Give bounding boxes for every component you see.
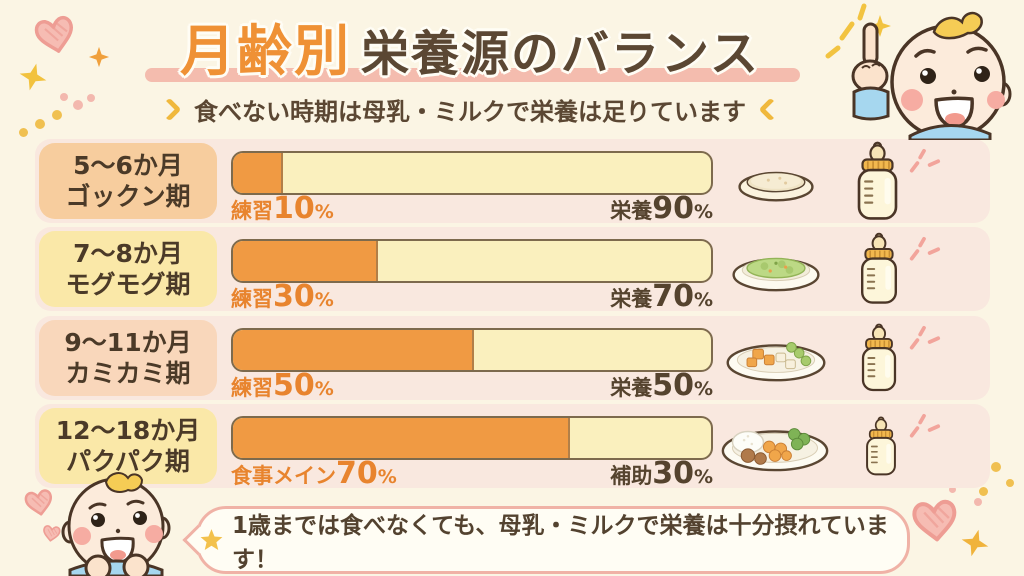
diced-veggie-plate-icon bbox=[726, 342, 826, 382]
title-accent: 月齢別 bbox=[179, 19, 351, 83]
milk-bottle-icon bbox=[861, 232, 897, 304]
header: 月齢別 栄養源のバランス 食べない時期は母乳・ミルクで栄養は足りています bbox=[60, 6, 880, 126]
chart-row: 12〜18か月 パクパク期 食事メイン 70% 補助 30% bbox=[35, 404, 990, 491]
bar-labels: 練習 30% 栄養 70% bbox=[231, 279, 713, 314]
stage-name: パクパク期 bbox=[66, 447, 190, 476]
milk-bottle-icon bbox=[857, 141, 898, 220]
sparkle-icon bbox=[909, 325, 941, 350]
bar-practice-segment bbox=[233, 330, 474, 370]
baby-pointing-illustration bbox=[825, 3, 1012, 140]
dot-icon bbox=[949, 486, 956, 493]
chart-row: 5〜6か月 ゴックン期 練習 10% 栄養 90% bbox=[35, 139, 990, 226]
title-underline bbox=[145, 68, 800, 82]
star-icon bbox=[200, 529, 223, 550]
nutrition-label: 補助 30% bbox=[610, 456, 713, 491]
stage-name: モグモグ期 bbox=[65, 270, 191, 299]
stacked-bar bbox=[231, 328, 713, 372]
age-stage-label: 9〜11か月 カミカミ期 bbox=[39, 320, 217, 396]
age-range: 9〜11か月 bbox=[64, 327, 192, 357]
subtitle: 食べない時期は母乳・ミルクで栄養は足りています bbox=[194, 98, 746, 126]
dot-icon bbox=[19, 128, 28, 137]
bar-labels: 練習 10% 栄養 90% bbox=[231, 191, 713, 226]
chart-row: 9〜11か月 カミカミ期 練習 50% 栄養 50% bbox=[35, 316, 990, 403]
practice-label: 食事メイン 70% bbox=[231, 456, 397, 491]
nutrition-label: 栄養 70% bbox=[610, 279, 713, 314]
milk-bottle-icon bbox=[866, 416, 896, 476]
baby-happy-illustration bbox=[61, 472, 171, 576]
chevron-left-icon bbox=[758, 97, 783, 122]
age-stage-label: 5〜6か月 ゴックン期 bbox=[39, 143, 217, 219]
dot-icon bbox=[991, 462, 1001, 472]
bar-practice-segment bbox=[233, 418, 570, 458]
age-stage-label: 12〜18か月 パクパク期 bbox=[39, 408, 217, 484]
age-range: 5〜6か月 bbox=[73, 150, 183, 180]
bar-practice-segment bbox=[233, 241, 379, 281]
practice-label: 練習 50% bbox=[231, 368, 334, 403]
stage-name: ゴックン期 bbox=[65, 182, 191, 211]
heart-icon bbox=[911, 498, 959, 544]
dot-icon bbox=[73, 100, 83, 110]
bar-labels: 食事メイン 70% 補助 30% bbox=[231, 456, 713, 491]
practice-label: 練習 30% bbox=[231, 279, 334, 314]
sparkle-icon bbox=[909, 148, 941, 173]
dot-icon bbox=[974, 498, 982, 506]
bar-practice-segment bbox=[233, 153, 283, 193]
dot-icon bbox=[979, 487, 988, 496]
chevron-right-icon bbox=[157, 97, 182, 122]
age-stage-label: 7〜8か月 モグモグ期 bbox=[39, 231, 217, 307]
bar-labels: 練習 50% 栄養 50% bbox=[231, 368, 713, 403]
practice-label: 練習 10% bbox=[231, 191, 334, 226]
dot-icon bbox=[1006, 479, 1014, 487]
dot-icon bbox=[87, 94, 95, 102]
nutrition-label: 栄養 50% bbox=[610, 368, 713, 403]
age-range: 12〜18か月 bbox=[55, 415, 201, 445]
stage-name: カミカミ期 bbox=[65, 359, 191, 388]
toddler-meal-plate-icon bbox=[721, 428, 829, 472]
title-main: 栄養源のバランス bbox=[360, 26, 761, 82]
dot-icon bbox=[60, 93, 68, 101]
mashed-veggie-bowl-icon bbox=[732, 257, 820, 292]
stacked-bar bbox=[231, 151, 713, 195]
chart-row: 7〜8か月 モグモグ期 練習 30% 栄養 70% bbox=[35, 227, 990, 314]
nutrition-label: 栄養 90% bbox=[610, 191, 713, 226]
dot-icon bbox=[35, 119, 45, 129]
sparkle-star-icon bbox=[958, 526, 992, 560]
stacked-bar bbox=[231, 416, 713, 460]
sparkle-star-icon bbox=[16, 60, 50, 94]
sparkle-icon bbox=[909, 413, 941, 438]
page-title: 月齢別 栄養源のバランス bbox=[60, 6, 880, 86]
sparkle-icon bbox=[909, 236, 941, 261]
dot-icon bbox=[52, 110, 62, 120]
porridge-bowl-icon bbox=[738, 171, 814, 202]
speech-bubble: 1歳までは食べなくても、母乳・ミルクで栄養は十分摂れています！ bbox=[182, 506, 910, 574]
age-range: 7〜8か月 bbox=[73, 238, 183, 268]
subtitle-row: 食べない時期は母乳・ミルクで栄養は足りています bbox=[60, 92, 880, 127]
milk-bottle-icon bbox=[861, 323, 897, 392]
stacked-bar bbox=[231, 239, 713, 283]
footer-note: 1歳までは食べなくても、母乳・ミルクで栄養は十分摂れています！ bbox=[231, 513, 889, 573]
